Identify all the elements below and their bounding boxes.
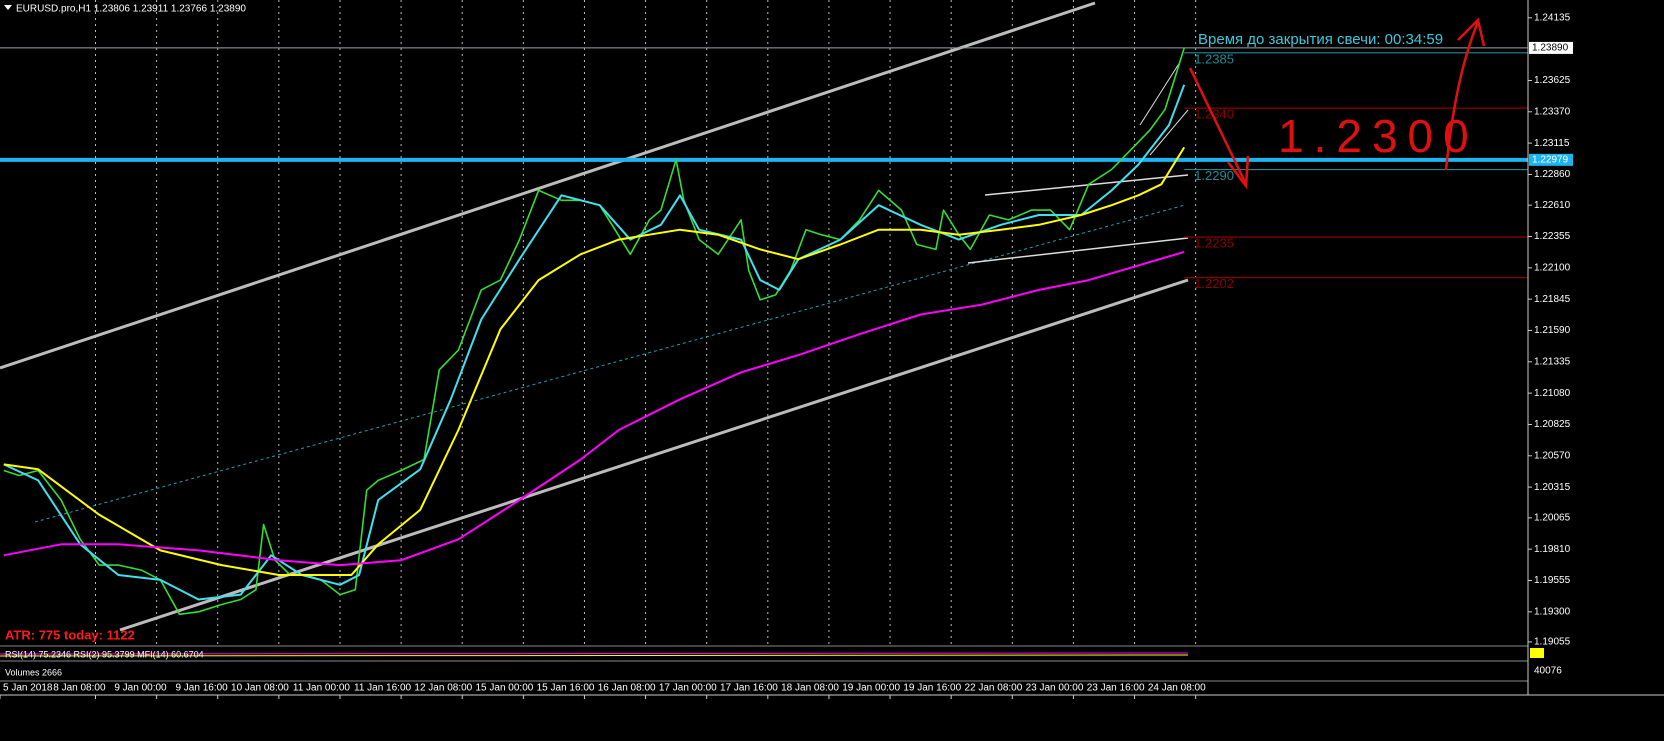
y-tick-label: 1.19555 bbox=[1534, 575, 1571, 586]
y-tick-label: 1.19300 bbox=[1534, 606, 1571, 617]
oscillator-line bbox=[0, 654, 1189, 657]
y-tick-label: 1.20570 bbox=[1534, 450, 1571, 461]
price-marker-box bbox=[1529, 41, 1573, 54]
y-tick-label: 1.21335 bbox=[1534, 356, 1571, 367]
volume-axis-label: 40076 bbox=[1534, 666, 1562, 677]
y-tick-label: 1.22355 bbox=[1534, 231, 1571, 242]
arrow-down bbox=[1188, 67, 1250, 190]
levels: 1.2385 1.2340 1.2290 1.2235 1.2202 bbox=[0, 47, 1528, 291]
x-tick-label: 12 Jan 08:00 bbox=[414, 683, 472, 694]
x-tick-label: 15 Jan 16:00 bbox=[537, 683, 595, 694]
y-tick-label: 1.19810 bbox=[1534, 544, 1571, 555]
y-tick-label: 1.21590 bbox=[1534, 325, 1571, 336]
level-label: 1.2340 bbox=[1194, 107, 1234, 122]
moving-average bbox=[3, 250, 1185, 567]
x-tick-label: 23 Jan 16:00 bbox=[1087, 683, 1145, 694]
x-tick-label: 15 Jan 00:00 bbox=[476, 683, 534, 694]
y-tick-label: 1.22860 bbox=[1534, 169, 1571, 180]
y-tick-label: 1.24135 bbox=[1534, 12, 1571, 23]
trend-line bbox=[1139, 61, 1181, 126]
level-label: 1.2235 bbox=[1194, 236, 1234, 251]
y-tick-label: 1.23370 bbox=[1534, 106, 1571, 117]
hand-drawn-arrows bbox=[1188, 17, 1486, 190]
regression-line bbox=[34, 204, 1186, 523]
y-tick-label: 1.19055 bbox=[1534, 637, 1571, 648]
trend-line bbox=[967, 237, 1189, 264]
y-tick-label: 1.23625 bbox=[1534, 75, 1571, 86]
trend-line bbox=[984, 174, 1189, 196]
trend-line bbox=[1149, 109, 1189, 156]
moving-average bbox=[3, 84, 1186, 601]
x-tick-label: 11 Jan 00:00 bbox=[293, 683, 351, 694]
oscillator-panel bbox=[0, 647, 1528, 661]
y-tick-label: 1.21845 bbox=[1534, 294, 1571, 305]
channel-upper bbox=[0, 1, 1096, 370]
x-tick-label: 18 Jan 08:00 bbox=[781, 683, 839, 694]
volume-label: Volumes 2666 bbox=[5, 667, 62, 677]
level-label: 1.2290 bbox=[1194, 168, 1234, 183]
price-marker-label: 1.22979 bbox=[1532, 154, 1569, 165]
price-marker-label: 1.23890 bbox=[1532, 43, 1569, 54]
x-tick-label: 22 Jan 08:00 bbox=[964, 683, 1022, 694]
x-tick-label: 17 Jan 00:00 bbox=[659, 683, 717, 694]
y-tick-label: 1.23115 bbox=[1534, 138, 1570, 149]
oscillator-line bbox=[0, 652, 1189, 655]
price-marker-box bbox=[1529, 153, 1573, 166]
x-tick-label: 16 Jan 08:00 bbox=[598, 683, 656, 694]
chart-header: EURUSD.pro,H1 1.23806 1.23911 1.23766 1.… bbox=[16, 4, 246, 15]
y-tick-label: 1.22610 bbox=[1534, 200, 1571, 211]
y-tick-label: 1.22100 bbox=[1534, 262, 1571, 273]
series bbox=[3, 47, 1186, 616]
x-tick-label: 19 Jan 00:00 bbox=[842, 683, 900, 694]
x-tick-label: 23 Jan 00:00 bbox=[1026, 683, 1084, 694]
arrow-up bbox=[1444, 17, 1486, 171]
oscillator-label: RSI(14) 75.2346 RSI(2) 95.3799 MFI(14) 6… bbox=[5, 649, 204, 659]
moving-average bbox=[3, 146, 1186, 576]
x-tick-label: 17 Jan 16:00 bbox=[720, 683, 778, 694]
level-label: 1.2385 bbox=[1194, 51, 1234, 66]
x-tick-label: 11 Jan 16:00 bbox=[354, 683, 412, 694]
x-tick-label: 9 Jan 16:00 bbox=[175, 683, 228, 694]
x-tick-label: 9 Jan 00:00 bbox=[114, 683, 167, 694]
y-tick-label: 1.20315 bbox=[1534, 482, 1571, 493]
oscillator-axis-box bbox=[1530, 648, 1544, 658]
level-label: 1.2202 bbox=[1194, 276, 1234, 291]
countdown: Время до закрытия свечи: 00:34:59 bbox=[1198, 31, 1443, 48]
target-annotation: 1.2300 bbox=[1278, 110, 1479, 162]
y-tick-label: 1.21080 bbox=[1534, 388, 1571, 399]
x-tick-label: 24 Jan 08:00 bbox=[1148, 683, 1206, 694]
x-tick-label: 8 Jan 08:00 bbox=[53, 683, 106, 694]
x-tick-label: 10 Jan 08:00 bbox=[231, 683, 289, 694]
atr-label: ATR: 775 today: 1122 bbox=[5, 627, 135, 642]
menu-triangle[interactable] bbox=[4, 5, 12, 10]
x-tick-label: 5 Jan 2018 bbox=[3, 683, 53, 694]
y-tick-label: 1.20825 bbox=[1534, 419, 1571, 430]
x-tick-label: 19 Jan 16:00 bbox=[903, 683, 961, 694]
y-tick-label: 1.20065 bbox=[1534, 512, 1571, 523]
